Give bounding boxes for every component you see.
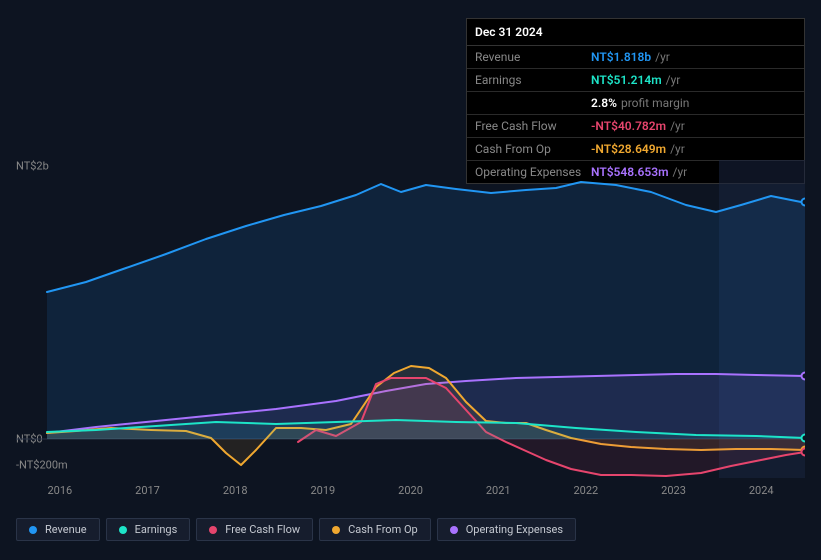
legend-label: Free Cash Flow	[225, 523, 300, 536]
legend-label: Revenue	[45, 523, 87, 536]
x-tick-label: 2022	[542, 484, 630, 500]
x-tick-label: 2017	[104, 484, 192, 500]
x-tick-label: 2023	[630, 484, 718, 500]
fcf-end-marker	[802, 449, 806, 456]
legend-dot-icon	[29, 526, 37, 534]
legend: Revenue Earnings Free Cash Flow Cash From O…	[16, 518, 576, 541]
legend-item-revenue[interactable]: Revenue	[16, 518, 100, 541]
tooltip-label: Revenue	[475, 50, 591, 64]
tooltip-row: EarningsNT$51.214m/yr	[467, 69, 804, 92]
tooltip-date: Dec 31 2024	[467, 19, 804, 46]
x-tick-label: 2019	[279, 484, 367, 500]
tooltip-row: Cash From Op-NT$28.649m/yr	[467, 138, 804, 161]
tooltip-value: -NT$28.649m	[591, 142, 670, 156]
tooltip-unit: /yr	[655, 50, 670, 64]
tooltip-value: 2.8%	[591, 96, 621, 110]
x-tick-label: 2021	[454, 484, 542, 500]
revenue-end-marker	[802, 199, 806, 206]
x-tick-label: 2016	[16, 484, 104, 500]
tooltip-unit: /yr	[670, 119, 685, 133]
legend-label: Operating Expenses	[466, 523, 563, 536]
tooltip-row: 2.8%profit margin	[467, 92, 804, 115]
legend-label: Earnings	[135, 523, 178, 536]
tooltip-value: NT$51.214m	[591, 73, 666, 87]
legend-item-earnings[interactable]: Earnings	[106, 518, 191, 541]
tooltip-label	[475, 96, 591, 110]
legend-dot-icon	[209, 526, 217, 534]
x-tick-label: 2018	[191, 484, 279, 500]
legend-item-opex[interactable]: Operating Expenses	[437, 518, 576, 541]
tooltip-unit: profit margin	[621, 96, 689, 110]
x-tick-label: 2020	[367, 484, 455, 500]
chart-area	[16, 160, 805, 478]
legend-dot-icon	[332, 526, 340, 534]
x-tick-label: 2024	[717, 484, 805, 500]
tooltip-value: -NT$40.782m	[591, 119, 670, 133]
tooltip-unit: /yr	[666, 73, 681, 87]
legend-item-cashop[interactable]: Cash From Op	[319, 518, 431, 541]
x-axis: 201620172018201920202021202220232024	[16, 484, 805, 500]
tooltip-unit: /yr	[670, 142, 685, 156]
tooltip-label: Cash From Op	[475, 142, 591, 156]
opex-end-marker	[802, 373, 806, 380]
legend-dot-icon	[119, 526, 127, 534]
legend-dot-icon	[450, 526, 458, 534]
tooltip-row: Free Cash Flow-NT$40.782m/yr	[467, 115, 804, 138]
earnings-end-marker	[802, 435, 806, 442]
tooltip-value: NT$1.818b	[591, 50, 655, 64]
chart-root: Dec 31 2024 RevenueNT$1.818b/yrEarningsN…	[0, 0, 821, 560]
legend-item-fcf[interactable]: Free Cash Flow	[196, 518, 313, 541]
tooltip-row: RevenueNT$1.818b/yr	[467, 46, 804, 69]
tooltip-label: Free Cash Flow	[475, 119, 591, 133]
legend-label: Cash From Op	[348, 523, 418, 536]
chart-svg	[16, 160, 805, 478]
tooltip-label: Earnings	[475, 73, 591, 87]
